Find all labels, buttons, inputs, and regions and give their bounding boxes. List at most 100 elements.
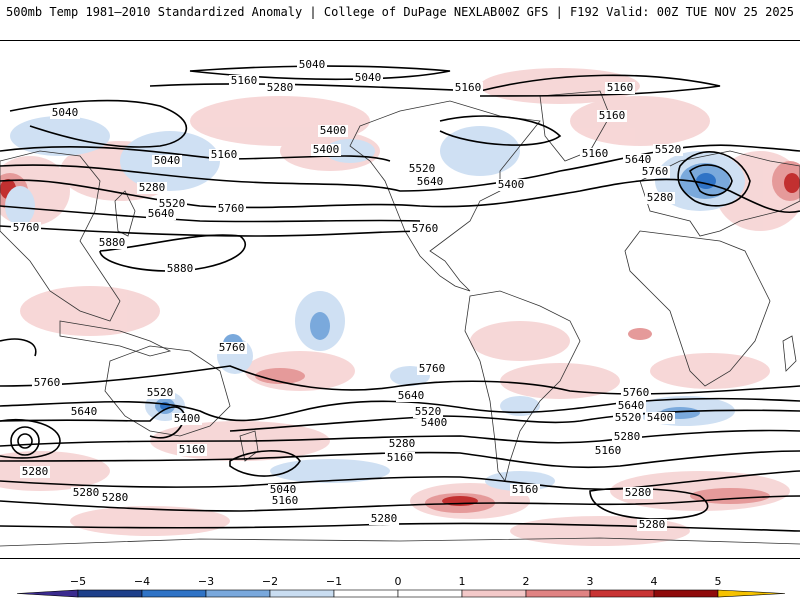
contour-label: 5760: [623, 386, 650, 399]
contour-label-bg: [100, 492, 130, 504]
contour-label-bg: [69, 406, 99, 418]
contour-label: 5520: [147, 386, 174, 399]
contour-label: 5640: [148, 207, 175, 220]
contour-label-bg: [593, 445, 623, 457]
contour-label: 5520: [615, 411, 642, 424]
contour-label-bg: [419, 417, 449, 429]
map-panel: 5040 5040 5160 5280 5160 5040 5400 5160 5040 5400…: [0, 40, 800, 559]
contour-label-bg: [209, 149, 239, 161]
contour-label: 5760: [219, 341, 246, 354]
contour-label-bg: [613, 412, 643, 424]
contour-label: 5040: [154, 154, 181, 167]
contour-label-bg: [645, 412, 675, 424]
contour-label-bg: [145, 387, 175, 399]
contour-label-bg: [32, 377, 62, 389]
colorbar-segment: [525, 589, 591, 598]
contour-label-bg: [11, 222, 41, 234]
contour-label: 5400: [421, 416, 448, 429]
contour-label-bg: [50, 107, 80, 119]
contour-label: 5040: [270, 483, 297, 496]
contour-label: 5520: [415, 405, 442, 418]
colorbar-segment: [16, 589, 79, 598]
contour-label: 5520: [159, 197, 186, 210]
colorbar-tick-label: 4: [651, 575, 658, 588]
contour-label: 5160: [582, 147, 609, 160]
contour-label: 5400: [498, 178, 525, 191]
contour-label-bg: [623, 487, 653, 499]
contour-label: 5040: [52, 106, 79, 119]
contour-label: 5160: [179, 443, 206, 456]
contour-label-bg: [177, 444, 207, 456]
colorbar-tick-label: 0: [395, 575, 402, 588]
contour-label-bg: [229, 75, 259, 87]
contour-label: 5280: [639, 518, 666, 531]
contour-label-bg: [216, 203, 246, 215]
colorbar-segment: [205, 589, 271, 598]
anomaly-shading: [0, 68, 800, 546]
contour-label: 5400: [174, 412, 201, 425]
contour-label-bg: [385, 452, 415, 464]
contour-label: 5760: [13, 221, 40, 234]
contour-label: 5760: [642, 165, 669, 178]
contour-label-bg: [453, 82, 483, 94]
colorbar-tick-label: −1: [326, 575, 342, 588]
contour-label-bg: [311, 144, 341, 156]
colorbar-segment: [269, 589, 335, 598]
contour-label: 5280: [22, 465, 49, 478]
model-run-info: 00Z GFS | F192 Valid: 00Z TUE NOV 25 202…: [497, 5, 794, 19]
contour-label-bg: [597, 110, 627, 122]
contour-label: 5880: [167, 262, 194, 275]
contour-label-bg: [510, 484, 540, 496]
contour-label-bg: [623, 154, 653, 166]
contour-label: 5160: [455, 81, 482, 94]
colorbar-tick-label: 2: [523, 575, 530, 588]
contour-label-bg: [353, 72, 383, 84]
contour-label: 5160: [599, 109, 626, 122]
contour-label-bg: [396, 390, 426, 402]
contour-label: 5640: [71, 405, 98, 418]
contour-label: 5640: [398, 389, 425, 402]
contour-label: 5760: [218, 202, 245, 215]
contour-label-bg: [297, 59, 327, 71]
contour-label: 5160: [607, 81, 634, 94]
contour-label-bg: [413, 406, 443, 418]
map-title: 500mb Temp 1981–2010 Standardized Anomal…: [6, 5, 498, 19]
contour-label-bg: [172, 413, 202, 425]
contour-label-bg: [369, 513, 399, 525]
contour-label: 5280: [102, 491, 129, 504]
contour-label-bg: [496, 179, 526, 191]
contour-label: 5160: [595, 444, 622, 457]
contour-label: 5520: [655, 143, 682, 156]
colorbar-segment: [461, 589, 527, 598]
contour-label-bg: [20, 466, 50, 478]
colorbar-segment: [333, 589, 399, 598]
contour-label-bg: [157, 198, 187, 210]
contour-label-bg: [605, 82, 635, 94]
colorbar-segment: [717, 589, 786, 598]
contour-label-bg: [387, 438, 417, 450]
contour-label: 5280: [389, 437, 416, 450]
colorbar-tick-label: −3: [198, 575, 214, 588]
contour-label: 5160: [272, 494, 299, 507]
contour-label: 5280: [625, 486, 652, 499]
contour-label-bg: [146, 208, 176, 220]
colorbar-tick-label: 5: [715, 575, 722, 588]
colorbar-segment: [141, 589, 207, 598]
contour-label-bg: [621, 387, 651, 399]
contour-label-bg: [616, 400, 646, 412]
contour-label: 5160: [387, 451, 414, 464]
contour-label-bg: [653, 144, 683, 156]
colorbar-tick-label: 1: [459, 575, 466, 588]
colorbar-tick-label: −4: [134, 575, 150, 588]
contour-label: 5160: [231, 74, 258, 87]
colorbar-tick-label: 3: [587, 575, 594, 588]
contour-label: 5640: [618, 399, 645, 412]
contour-label-bg: [645, 192, 675, 204]
contour-label-bg: [612, 431, 642, 443]
colorbar-segment: [589, 589, 655, 598]
contour-label: 5280: [371, 512, 398, 525]
contour-label-bg: [217, 342, 247, 354]
contour-label: 5040: [299, 58, 326, 71]
contour-label-bg: [152, 155, 182, 167]
